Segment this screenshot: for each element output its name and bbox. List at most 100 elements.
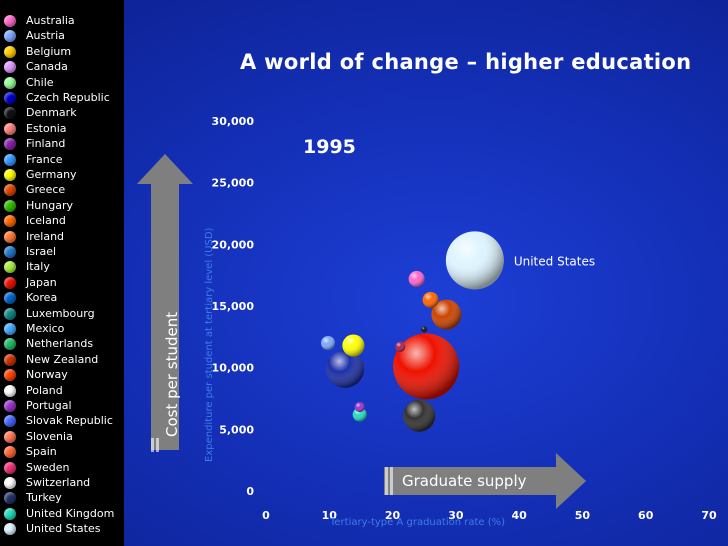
legend-label: Canada (26, 60, 68, 74)
legend-label: Belgium (26, 44, 72, 58)
legend-item: Czech Republic (0, 90, 124, 105)
legend-item: Estonia (0, 121, 124, 136)
data-point-shading (422, 291, 439, 308)
data-point-shading (326, 349, 365, 388)
legend-label: Netherlands (26, 337, 94, 351)
legend-item: United States (0, 521, 124, 536)
data-point-shading (342, 334, 365, 357)
legend-item: Poland (0, 383, 124, 398)
legend-item: Italy (0, 259, 124, 274)
legend-swatch (4, 45, 16, 58)
legend-swatch (4, 276, 16, 289)
legend-label: Slovak Republic (26, 414, 113, 428)
supply-arrow (384, 453, 586, 509)
legend-swatch (4, 307, 16, 320)
x-tick-label: 60 (638, 509, 654, 522)
legend-item: Spain (0, 444, 124, 459)
legend-swatch (4, 153, 16, 166)
legend-label: Hungary (26, 198, 73, 212)
legend-item: France (0, 152, 124, 167)
legend-item: Hungary (0, 198, 124, 213)
legend-item: Japan (0, 275, 124, 290)
data-point-shading (321, 336, 336, 350)
legend-label: Portugal (26, 399, 72, 412)
x-tick-label: 40 (511, 509, 527, 522)
legend-item: Sweden (0, 460, 124, 475)
y-tick-label: 0 (246, 485, 254, 498)
legend-swatch (4, 415, 16, 428)
data-point-shading (445, 231, 504, 290)
legend-label: Ireland (26, 229, 65, 243)
legend-label: Denmark (26, 106, 77, 120)
data-point-shading (431, 299, 462, 330)
legend-item: Australia (0, 13, 124, 28)
legend-swatch (4, 461, 16, 474)
legend-item: Portugal (0, 398, 124, 413)
data-point-shading (393, 333, 460, 400)
data-point-shading (421, 326, 428, 333)
legend-item: Slovenia (0, 429, 124, 444)
legend-item: Korea (0, 290, 124, 305)
x-axis-label: Tertiary-type A graduation rate (%) (330, 517, 506, 528)
legend-label: Czech Republic (26, 91, 110, 104)
data-point-shading (354, 402, 365, 413)
legend-label: Mexico (26, 322, 65, 335)
legend-item: Germany (0, 167, 124, 182)
y-tick-label: 20,000 (212, 238, 255, 251)
cost-arrow-label: Cost per student (163, 311, 181, 437)
x-tick-label: 70 (701, 509, 717, 522)
legend-swatch (4, 215, 16, 228)
data-point-shading (395, 341, 406, 352)
legend-label: Israel (26, 245, 57, 258)
legend-item: Belgium (0, 44, 124, 59)
legend-item: Canada (0, 59, 124, 74)
legend-label: Sweden (26, 460, 70, 474)
x-tick-label: 30 (448, 509, 464, 522)
legend-label: United States (26, 522, 101, 536)
legend-item: Denmark (0, 105, 124, 120)
legend-label: Switzerland (26, 476, 91, 489)
legend-swatch (4, 400, 16, 412)
data-point-shading (352, 407, 367, 422)
legend-label: New Zealand (26, 352, 99, 366)
legend-swatch (4, 15, 16, 27)
y-tick-label: 25,000 (212, 177, 255, 190)
legend-swatch (4, 292, 16, 305)
legend-swatch (4, 369, 16, 382)
y-tick-labels: 0 5,000 10,000 15,000 20,000 25,000 30,000 (212, 115, 255, 498)
year-annotation: 1995 (303, 136, 356, 158)
legend-swatch (4, 446, 16, 459)
legend-item: Norway (0, 367, 124, 382)
legend-swatch (4, 230, 16, 243)
legend-panel: Australia Austria Belgium Canada Chile Czech … (0, 0, 124, 546)
legend-item: Ireland (0, 229, 124, 244)
legend-swatch (4, 507, 16, 520)
legend-swatch (4, 492, 16, 505)
legend-swatch (4, 92, 16, 104)
legend-item: Turkey (0, 490, 124, 505)
legend-swatch (4, 61, 16, 74)
legend-swatch (4, 169, 16, 181)
legend-label: France (26, 152, 63, 166)
legend-label: Italy (26, 260, 50, 274)
legend-label: Turkey (26, 491, 62, 505)
x-tick-labels: 0 10 20 30 40 50 60 70 (262, 509, 717, 522)
legend-label: Greece (26, 183, 66, 197)
x-tick-label: 20 (385, 509, 401, 522)
x-tick-label: 0 (262, 509, 270, 522)
legend-label: Germany (26, 168, 77, 181)
legend-label: Australia (26, 14, 75, 27)
legend-swatch (4, 184, 16, 197)
legend-label: Estonia (26, 121, 67, 135)
legend-item: Iceland (0, 213, 124, 228)
legend-swatch (4, 199, 16, 212)
legend-item: Austria (0, 28, 124, 43)
legend-label: Slovenia (26, 429, 73, 443)
legend-swatch (4, 138, 16, 151)
data-points: United States (321, 231, 595, 432)
y-tick-label: 15,000 (212, 300, 255, 313)
legend-label: Spain (26, 445, 57, 459)
data-point-shading (408, 270, 425, 287)
y-tick-label: 10,000 (212, 362, 255, 375)
